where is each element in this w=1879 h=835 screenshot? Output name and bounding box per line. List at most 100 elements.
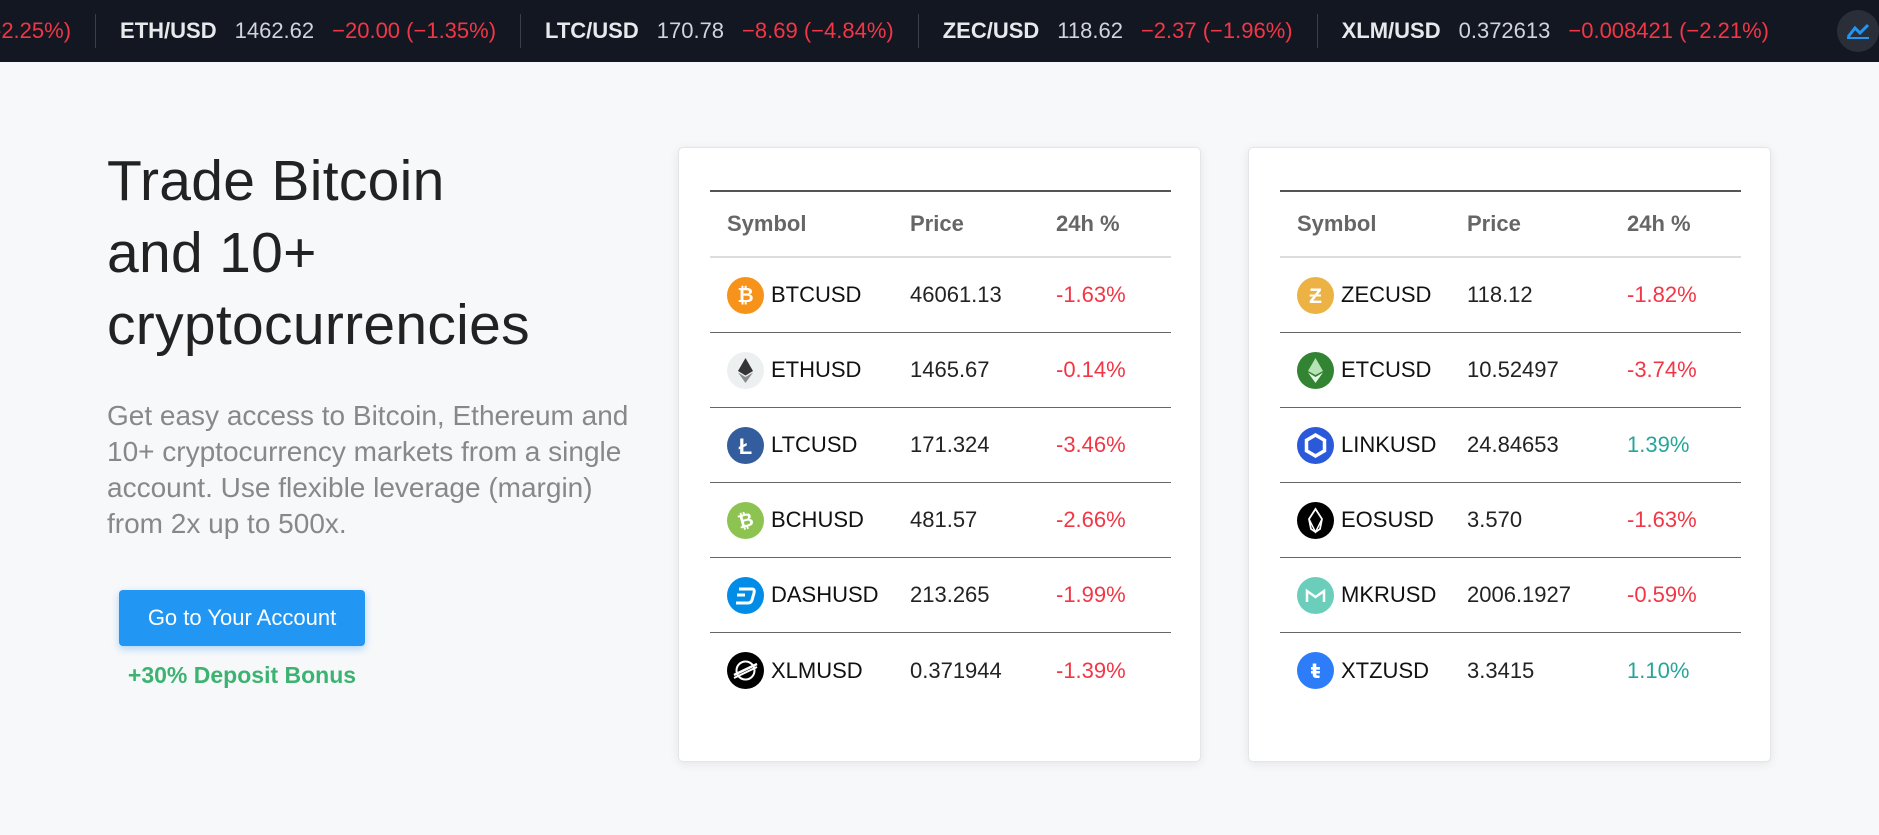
ticker-track: -2.25%) ETH/USD 1462.62 −20.00 (−1.35%) … — [0, 0, 1769, 62]
ticker-price: 118.62 — [1057, 18, 1123, 43]
ticker-divider — [520, 14, 522, 48]
table-row[interactable]: ŧ XTZUSD 3.3415 1.10% — [1280, 633, 1741, 708]
header-price: Price — [910, 211, 964, 236]
table-row[interactable]: ETHUSD 1465.67 -0.14% — [710, 333, 1171, 408]
symbol-text: XTZUSD — [1341, 657, 1429, 683]
change-cell: -1.63% — [1627, 507, 1697, 532]
change-cell: -1.39% — [1056, 657, 1126, 683]
crypto-table: Symbol Price 24h % ₿ BTCUSD 46061.13 -1.63%… — [710, 190, 1171, 708]
price-ticker: -2.25%) ETH/USD 1462.62 −20.00 (−1.35%) … — [0, 0, 1879, 62]
bitcoin-icon: ₿ — [727, 276, 764, 314]
tezos-icon: ŧ — [1297, 652, 1334, 689]
table-row[interactable]: DASHUSD 213.265 -1.99% — [710, 558, 1171, 633]
ticker-change: −0.008421 (−2.21%) — [1568, 18, 1769, 43]
ticker-change: −2.37 (−1.96%) — [1140, 18, 1293, 43]
header-symbol: Symbol — [1297, 211, 1377, 236]
change-cell: -3.74% — [1627, 357, 1697, 382]
zcash-icon: Ƶ — [1297, 276, 1334, 314]
symbol-cell: ₿ BTCUSD — [710, 276, 910, 314]
crypto-table: Symbol Price 24h % Ƶ ZECUSD 118.12 -1.82% ET… — [1280, 190, 1741, 708]
symbol-text: ZECUSD — [1341, 282, 1432, 307]
symbol-cell: ETHUSD — [710, 351, 910, 389]
hero-title-line: Trade Bitcoin — [107, 149, 445, 213]
table-row[interactable]: LINKUSD 24.84653 1.39% — [1280, 408, 1741, 483]
ticker-symbol: ZEC/USD — [942, 18, 1040, 43]
eos-icon — [1297, 501, 1334, 539]
price-cell: 0.371944 — [910, 657, 1002, 683]
price-cell: 24.84653 — [1467, 432, 1559, 457]
stellar-icon — [727, 652, 764, 689]
symbol-cell: Ƶ ZECUSD — [1280, 276, 1467, 314]
header-change: 24h % — [1627, 211, 1691, 236]
ticker-item-zec[interactable]: ZEC/USD 118.62 −2.37 (−1.96%) — [943, 0, 1293, 62]
table-row[interactable]: Ł LTCUSD 171.324 -3.46% — [710, 408, 1171, 483]
litecoin-icon: Ł — [727, 426, 764, 464]
symbol-cell: LINKUSD — [1280, 426, 1467, 464]
table-row[interactable]: ₿ BTCUSD 46061.13 -1.63% — [710, 258, 1171, 333]
change-cell: 1.39% — [1627, 432, 1690, 457]
ticker-symbol: ETH/USD — [120, 18, 217, 43]
ticker-change: −20.00 (−1.35%) — [332, 18, 497, 43]
symbol-cell: MKRUSD — [1280, 576, 1467, 614]
price-cell: 118.12 — [1467, 282, 1533, 307]
header-price: Price — [1467, 211, 1521, 236]
ticker-item-ltc[interactable]: LTC/USD 170.78 −8.69 (−4.84%) — [545, 0, 894, 62]
go-to-account-button[interactable]: Go to Your Account — [119, 590, 365, 646]
svg-text:ŧ: ŧ — [1311, 659, 1321, 683]
ticker-item-xlm[interactable]: XLM/USD 0.372613 −0.008421 (−2.21%) — [1342, 0, 1769, 62]
table-header: Symbol Price 24h % — [1280, 190, 1741, 258]
ticker-change: −8.69 (−4.84%) — [742, 18, 894, 43]
symbol-cell: Ł LTCUSD — [710, 426, 910, 464]
crypto-table-card-left: Symbol Price 24h % ₿ BTCUSD 46061.13 -1.63%… — [678, 147, 1201, 762]
change-cell: -3.46% — [1056, 432, 1126, 457]
price-cell: 481.57 — [910, 507, 978, 532]
ticker-symbol: XLM/USD — [1341, 18, 1441, 43]
symbol-text: MKRUSD — [1341, 582, 1437, 607]
change-cell: -1.82% — [1627, 282, 1697, 307]
price-cell: 2006.1927 — [1467, 582, 1571, 607]
symbol-text: BCHUSD — [771, 507, 864, 532]
table-body: Ƶ ZECUSD 118.12 -1.82% ETCUSD 10.52497 -3.74% L… — [1280, 258, 1741, 708]
hero-description: Get easy access to Bitcoin, Ethereum and… — [107, 400, 629, 539]
table-row[interactable]: ₿ BCHUSD 481.57 -2.66% — [710, 483, 1171, 558]
hero-title: Trade Bitcoin and 10+ cryptocurrencies — [107, 145, 667, 361]
symbol-text: LTCUSD — [771, 432, 858, 457]
tradingview-cloud-icon[interactable] — [1837, 10, 1879, 52]
price-cell: 1465.67 — [910, 357, 990, 382]
table-body: ₿ BTCUSD 46061.13 -1.63% ETHUSD 1465.67 -0.14%… — [710, 258, 1171, 708]
table-row[interactable]: Ƶ ZECUSD 118.12 -1.82% — [1280, 258, 1741, 333]
change-cell: -1.99% — [1056, 582, 1126, 607]
table-header: Symbol Price 24h % — [710, 190, 1171, 258]
ethereum-icon — [727, 351, 764, 389]
price-cell: 171.324 — [910, 432, 990, 457]
symbol-cell: ŧ XTZUSD — [1280, 652, 1467, 689]
change-cell: -0.59% — [1627, 582, 1697, 607]
ticker-change: -2.25%) — [0, 18, 72, 43]
svg-text:Ƶ: Ƶ — [1309, 285, 1322, 308]
hero-title-line: cryptocurrencies — [107, 293, 530, 357]
symbol-cell: ₿ BCHUSD — [710, 501, 910, 539]
price-cell: 213.265 — [910, 582, 990, 607]
svg-text:Ł: Ł — [739, 434, 752, 459]
table-row[interactable]: EOSUSD 3.570 -1.63% — [1280, 483, 1741, 558]
symbol-text: BTCUSD — [771, 282, 862, 307]
table-row[interactable]: ETCUSD 10.52497 -3.74% — [1280, 333, 1741, 408]
change-cell: -0.14% — [1056, 357, 1126, 382]
header-symbol: Symbol — [727, 211, 807, 236]
price-cell: 46061.13 — [910, 282, 1002, 307]
ticker-price: 170.78 — [656, 18, 725, 43]
ticker-item-eth[interactable]: ETH/USD 1462.62 −20.00 (−1.35%) — [120, 0, 496, 62]
change-cell: -2.66% — [1056, 507, 1126, 532]
ticker-price: 0.372613 — [1458, 18, 1551, 43]
ethereum-classic-icon — [1297, 351, 1334, 389]
symbol-text: ETHUSD — [771, 357, 862, 382]
table-row[interactable]: MKRUSD 2006.1927 -0.59% — [1280, 558, 1741, 633]
ticker-symbol: LTC/USD — [545, 18, 639, 43]
ticker-item[interactable]: -2.25%) — [0, 0, 71, 62]
price-cell: 3.3415 — [1467, 657, 1535, 683]
dash-icon — [727, 576, 764, 614]
ticker-divider — [1316, 14, 1318, 48]
bitcoin-cash-icon: ₿ — [727, 501, 764, 539]
change-cell: -1.63% — [1056, 282, 1126, 307]
table-row[interactable]: XLMUSD 0.371944 -1.39% — [710, 633, 1171, 708]
